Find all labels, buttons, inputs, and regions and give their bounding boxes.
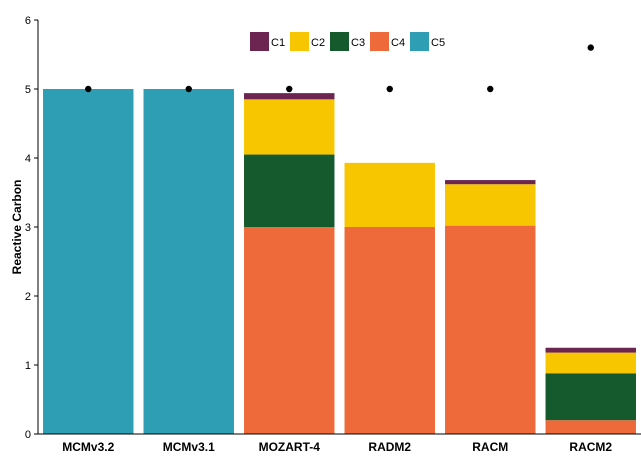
bar-segment-c5 bbox=[43, 89, 134, 434]
x-tick-label: RADM2 bbox=[368, 440, 411, 454]
x-tick-label: RACM bbox=[472, 440, 508, 454]
bar-segment-c3 bbox=[244, 154, 335, 227]
point-marker bbox=[185, 85, 192, 93]
y-axis-title: Reactive Carbon bbox=[10, 180, 24, 275]
legend-swatch-c3 bbox=[330, 32, 349, 51]
point-marker bbox=[286, 85, 293, 93]
point-marker bbox=[587, 44, 594, 51]
bar-segment-c1 bbox=[244, 93, 335, 100]
x-tick-label: MCMv3.1 bbox=[163, 440, 215, 454]
bar-segment-c4 bbox=[545, 420, 636, 434]
bar-segment-c2 bbox=[445, 184, 536, 226]
bar-segment-c2 bbox=[344, 162, 435, 227]
bar-segment-c2 bbox=[545, 352, 636, 374]
y-tick-label: 6 bbox=[25, 15, 31, 27]
legend-label-c4: C4 bbox=[391, 37, 405, 49]
legend-swatch-c2 bbox=[290, 32, 309, 51]
bar-segment-c1 bbox=[545, 347, 636, 353]
legend-label-c3: C3 bbox=[351, 37, 365, 49]
x-tick-label: MCMv3.2 bbox=[62, 440, 114, 454]
bar-segment-c3 bbox=[545, 373, 636, 421]
y-tick-label: 1 bbox=[25, 360, 31, 372]
legend-swatch-c5 bbox=[410, 32, 429, 51]
legend-label-c1: C1 bbox=[271, 37, 285, 49]
legend-swatch-c1 bbox=[250, 32, 269, 51]
x-tick-label: MOZART-4 bbox=[259, 440, 321, 454]
y-tick-label: 2 bbox=[25, 291, 31, 303]
x-tick-label: RACM2 bbox=[569, 440, 612, 454]
point-marker bbox=[85, 85, 92, 93]
point-marker bbox=[386, 85, 393, 93]
bar-segment-c1 bbox=[445, 180, 536, 185]
legend-swatch-c4 bbox=[370, 32, 389, 51]
bar-segment-c4 bbox=[244, 227, 335, 434]
point-marker bbox=[487, 85, 494, 93]
bar-segment-c2 bbox=[244, 99, 335, 155]
y-tick-label: 4 bbox=[25, 153, 31, 165]
legend-label-c2: C2 bbox=[311, 37, 325, 49]
bar-segment-c5 bbox=[143, 89, 234, 434]
y-tick-label: 0 bbox=[25, 429, 31, 441]
y-tick-label: 5 bbox=[25, 84, 31, 96]
y-tick-label: 3 bbox=[25, 222, 31, 234]
legend-label-c5: C5 bbox=[431, 37, 445, 49]
bar-segment-c4 bbox=[344, 227, 435, 434]
bar-segment-c4 bbox=[445, 225, 536, 434]
